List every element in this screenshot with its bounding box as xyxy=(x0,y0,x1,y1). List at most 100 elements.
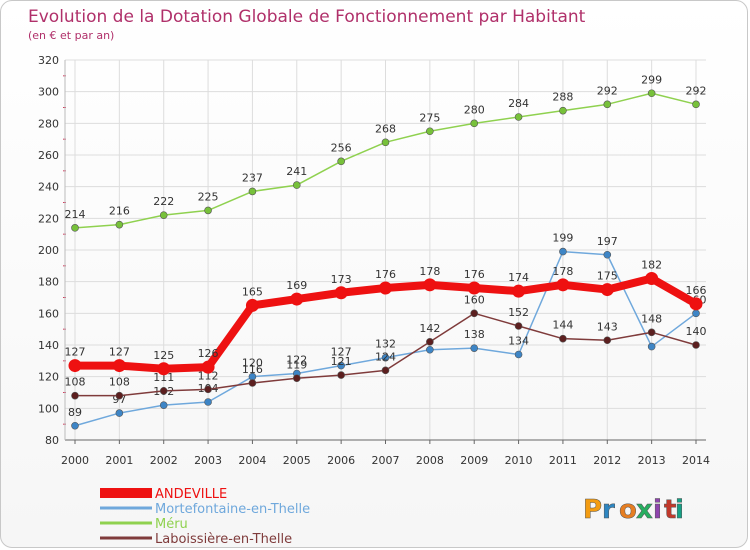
data-point xyxy=(514,350,523,359)
data-point xyxy=(600,283,614,297)
chart-title: Evolution de la Dotation Globale de Fonc… xyxy=(28,7,586,27)
data-point xyxy=(647,342,656,351)
x-tick-label: 2006 xyxy=(327,454,355,467)
y-tick-label: 120 xyxy=(38,371,59,384)
data-point xyxy=(334,286,348,300)
data-label: 199 xyxy=(552,232,573,245)
plot-area: 80 100 120 140 160 180 200 220 240 260 280 300 320 20… xyxy=(38,54,710,467)
x-tick-label: 2002 xyxy=(150,454,178,467)
data-label: 197 xyxy=(597,235,618,248)
data-label: 132 xyxy=(375,338,396,351)
y-tick-label: 100 xyxy=(38,402,59,415)
legend-label: ANDEVILLE xyxy=(155,487,227,502)
data-label: 284 xyxy=(508,97,529,110)
data-label: 143 xyxy=(597,320,618,333)
data-label: 178 xyxy=(552,265,573,278)
data-point xyxy=(204,385,212,394)
data-point xyxy=(248,187,257,196)
data-point xyxy=(201,360,215,374)
data-point xyxy=(337,371,345,379)
data-point xyxy=(559,247,567,256)
data-point xyxy=(71,421,79,430)
data-label: 175 xyxy=(597,270,618,283)
data-point xyxy=(115,391,124,400)
data-label: 241 xyxy=(286,165,307,178)
y-tick-label: 160 xyxy=(38,307,59,320)
data-point xyxy=(157,362,171,376)
data-label: 256 xyxy=(331,141,352,154)
y-tick-label: 80 xyxy=(45,434,59,447)
data-point xyxy=(467,281,481,295)
data-label: 178 xyxy=(419,265,440,278)
data-label: 142 xyxy=(419,322,440,335)
data-point xyxy=(204,398,212,406)
data-label: 121 xyxy=(331,355,352,368)
data-point xyxy=(292,374,301,383)
data-label: 134 xyxy=(508,335,529,348)
x-tick-label: 2009 xyxy=(460,454,488,467)
data-label: 140 xyxy=(686,325,707,338)
data-point xyxy=(115,220,124,229)
data-label: 144 xyxy=(552,319,573,332)
data-point xyxy=(426,127,434,136)
data-label: 111 xyxy=(153,371,174,384)
data-point xyxy=(692,309,700,318)
data-point xyxy=(71,391,79,400)
data-label: 237 xyxy=(242,171,263,184)
x-tick-label: 2010 xyxy=(505,454,533,467)
data-point xyxy=(112,359,126,373)
x-tick-label: 2007 xyxy=(372,454,400,467)
data-label: 112 xyxy=(198,369,219,382)
data-point xyxy=(470,309,479,318)
data-label: 108 xyxy=(109,376,130,389)
logo-letter: i xyxy=(675,495,684,525)
data-point xyxy=(381,366,390,375)
y-tick-label: 180 xyxy=(38,276,59,289)
data-label: 166 xyxy=(686,284,707,297)
data-label: 160 xyxy=(464,293,485,306)
x-tick-label: 2003 xyxy=(194,454,222,467)
x-tick-label: 2008 xyxy=(416,454,444,467)
data-point xyxy=(115,409,124,417)
chart-subtitle: (en € et par an) xyxy=(28,29,114,42)
logo-letter: x xyxy=(636,495,653,525)
y-tick-label: 240 xyxy=(38,181,59,194)
data-point xyxy=(603,336,612,345)
data-label: 299 xyxy=(641,73,662,86)
data-label: 120 xyxy=(242,357,263,370)
logo-letter: r xyxy=(602,495,615,525)
data-label: 292 xyxy=(686,84,707,97)
data-label: 127 xyxy=(331,346,352,359)
data-point xyxy=(68,359,82,373)
y-tick-label: 220 xyxy=(38,212,59,225)
legend-label: Méru xyxy=(155,517,188,532)
legend-swatch xyxy=(100,506,152,510)
x-tick-label: 2011 xyxy=(549,454,577,467)
x-tick-label: 2004 xyxy=(238,454,266,467)
data-point xyxy=(426,338,434,346)
x-tick-label: 2001 xyxy=(105,454,133,467)
x-tick-label: 2005 xyxy=(283,454,311,467)
data-label: 89 xyxy=(68,406,82,419)
legend-swatch xyxy=(100,488,152,498)
data-label: 152 xyxy=(508,306,529,319)
logo-letter: t xyxy=(664,495,676,525)
y-tick-label: 260 xyxy=(38,149,59,162)
data-label: 124 xyxy=(375,350,396,363)
data-label: 119 xyxy=(286,358,307,371)
legend-label: Laboissière-en-Thelle xyxy=(155,532,292,547)
data-point xyxy=(292,181,301,189)
logo-letter: o xyxy=(619,495,637,525)
legend-swatch xyxy=(100,536,152,540)
x-tick-label: 2000 xyxy=(61,454,89,467)
data-label: 127 xyxy=(65,346,86,359)
data-point xyxy=(559,334,567,343)
data-point xyxy=(248,379,257,387)
data-point xyxy=(556,278,570,292)
data-point xyxy=(159,401,168,409)
y-tick-label: 320 xyxy=(38,54,59,67)
data-label: 127 xyxy=(109,346,130,359)
legend-label: Mortefontaine-en-Thelle xyxy=(155,502,310,517)
y-tick-label: 140 xyxy=(38,339,59,352)
